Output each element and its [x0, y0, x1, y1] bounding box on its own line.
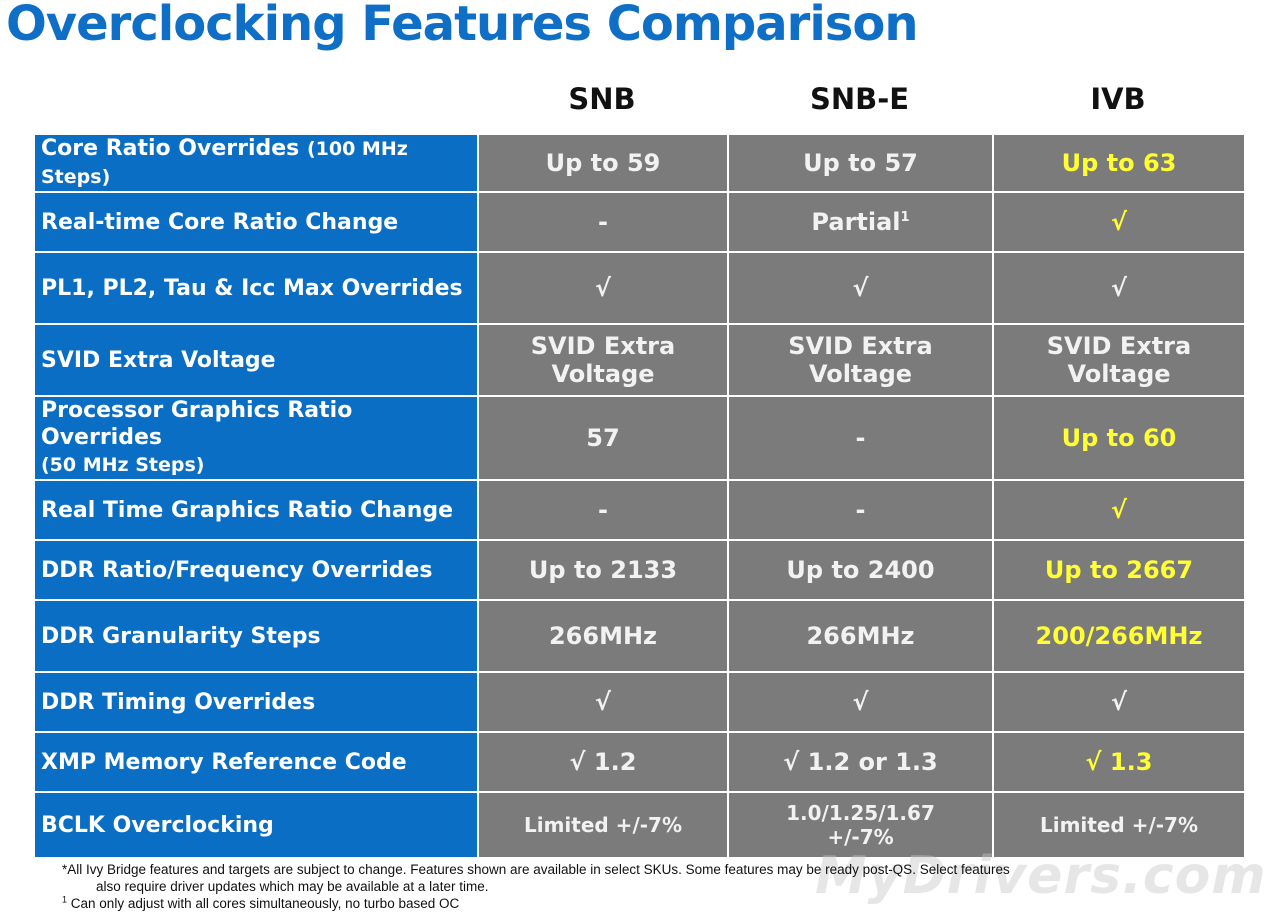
column-header-ivb: IVB [1090, 82, 1146, 116]
value-snb-e: Up to 2400 [727, 539, 994, 601]
feature-label: BCLK Overclocking [33, 791, 479, 859]
feature-label: Processor Graphics Ratio Overrides (50 MH… [33, 395, 479, 481]
value-snb: SVID Extra Voltage [477, 323, 729, 397]
value-snb: Up to 59 [477, 133, 729, 193]
feature-label: PL1, PL2, Tau & Icc Max Overrides [33, 251, 479, 325]
value-snb-e: Up to 57 [727, 133, 994, 193]
value-snb: √ [477, 671, 729, 733]
value-snb-e: √ [727, 251, 994, 325]
table-row: DDR Timing Overrides √ √ √ [33, 671, 1246, 733]
table-row: BCLK Overclocking Limited +/-7% 1.0/1.25… [33, 791, 1246, 859]
value-snb-e: √ [727, 671, 994, 733]
feature-label: DDR Granularity Steps [33, 599, 479, 673]
footnote-line-1: *All Ivy Bridge features and targets are… [62, 862, 1010, 877]
value-snb-e: 1.0/1.25/1.67 +/-7% [727, 791, 994, 859]
value-snb-e: SVID Extra Voltage [727, 323, 994, 397]
feature-label: Real-time Core Ratio Change [33, 191, 479, 253]
feature-label: Real Time Graphics Ratio Change [33, 479, 479, 541]
feature-label: DDR Ratio/Frequency Overrides [33, 539, 479, 601]
footnote-marker: 1 [900, 210, 910, 225]
value-ivb: Up to 2667 [992, 539, 1246, 601]
watermark: MyDrivers.com [815, 846, 1267, 906]
value-ivb: √ 1.3 [992, 731, 1246, 793]
value-snb: √ [477, 251, 729, 325]
value-snb: - [477, 479, 729, 541]
value-snb-e: - [727, 479, 994, 541]
value-ivb: 200/266MHz [992, 599, 1246, 673]
value-ivb: √ [992, 251, 1246, 325]
table-row: DDR Granularity Steps 266MHz 266MHz 200/… [33, 599, 1246, 673]
value-ivb: SVID Extra Voltage [992, 323, 1246, 397]
value-snb: 266MHz [477, 599, 729, 673]
value-ivb: √ [992, 479, 1246, 541]
value-ivb: Limited +/-7% [992, 791, 1246, 859]
feature-label: XMP Memory Reference Code [33, 731, 479, 793]
value-snb-e: - [727, 395, 994, 481]
value-snb: Limited +/-7% [477, 791, 729, 859]
table-row: DDR Ratio/Frequency Overrides Up to 2133… [33, 539, 1246, 601]
value-snb: 57 [477, 395, 729, 481]
value-ivb: Up to 60 [992, 395, 1246, 481]
feature-label: SVID Extra Voltage [33, 323, 479, 397]
table-row: SVID Extra Voltage SVID Extra Voltage SV… [33, 323, 1246, 397]
table-row: Real Time Graphics Ratio Change - - √ [33, 479, 1246, 541]
value-ivb: √ [992, 671, 1246, 733]
value-snb-e: 266MHz [727, 599, 994, 673]
value-snb-e: √ 1.2 or 1.3 [727, 731, 994, 793]
table-row: Core Ratio Overrides (100 MHz Steps) Up … [33, 133, 1246, 193]
value-snb: Up to 2133 [477, 539, 729, 601]
column-header-snb-e: SNB-E [809, 82, 910, 116]
value-snb: √ 1.2 [477, 731, 729, 793]
table-row: Processor Graphics Ratio Overrides (50 MH… [33, 395, 1246, 481]
table-row: PL1, PL2, Tau & Icc Max Overrides √ √ √ [33, 251, 1246, 325]
footnote-line-2: also require driver updates which may be… [96, 879, 489, 894]
value-snb: - [477, 191, 729, 253]
page-title: Overclocking Features Comparison [6, 0, 918, 52]
value-ivb: √ [992, 191, 1246, 253]
footnote-marker: 1 [62, 894, 68, 905]
feature-label: DDR Timing Overrides [33, 671, 479, 733]
column-header-snb: SNB [568, 82, 636, 116]
value-snb-e: Partial1 [727, 191, 994, 253]
value-ivb: Up to 63 [992, 133, 1246, 193]
comparison-table: Core Ratio Overrides (100 MHz Steps) Up … [33, 133, 1246, 859]
feature-label: Core Ratio Overrides (100 MHz Steps) [33, 133, 479, 193]
table-row: Real-time Core Ratio Change - Partial1 √ [33, 191, 1246, 253]
table-row: XMP Memory Reference Code √ 1.2 √ 1.2 or… [33, 731, 1246, 793]
footnote-line-3: 1 Can only adjust with all cores simulta… [62, 894, 460, 911]
